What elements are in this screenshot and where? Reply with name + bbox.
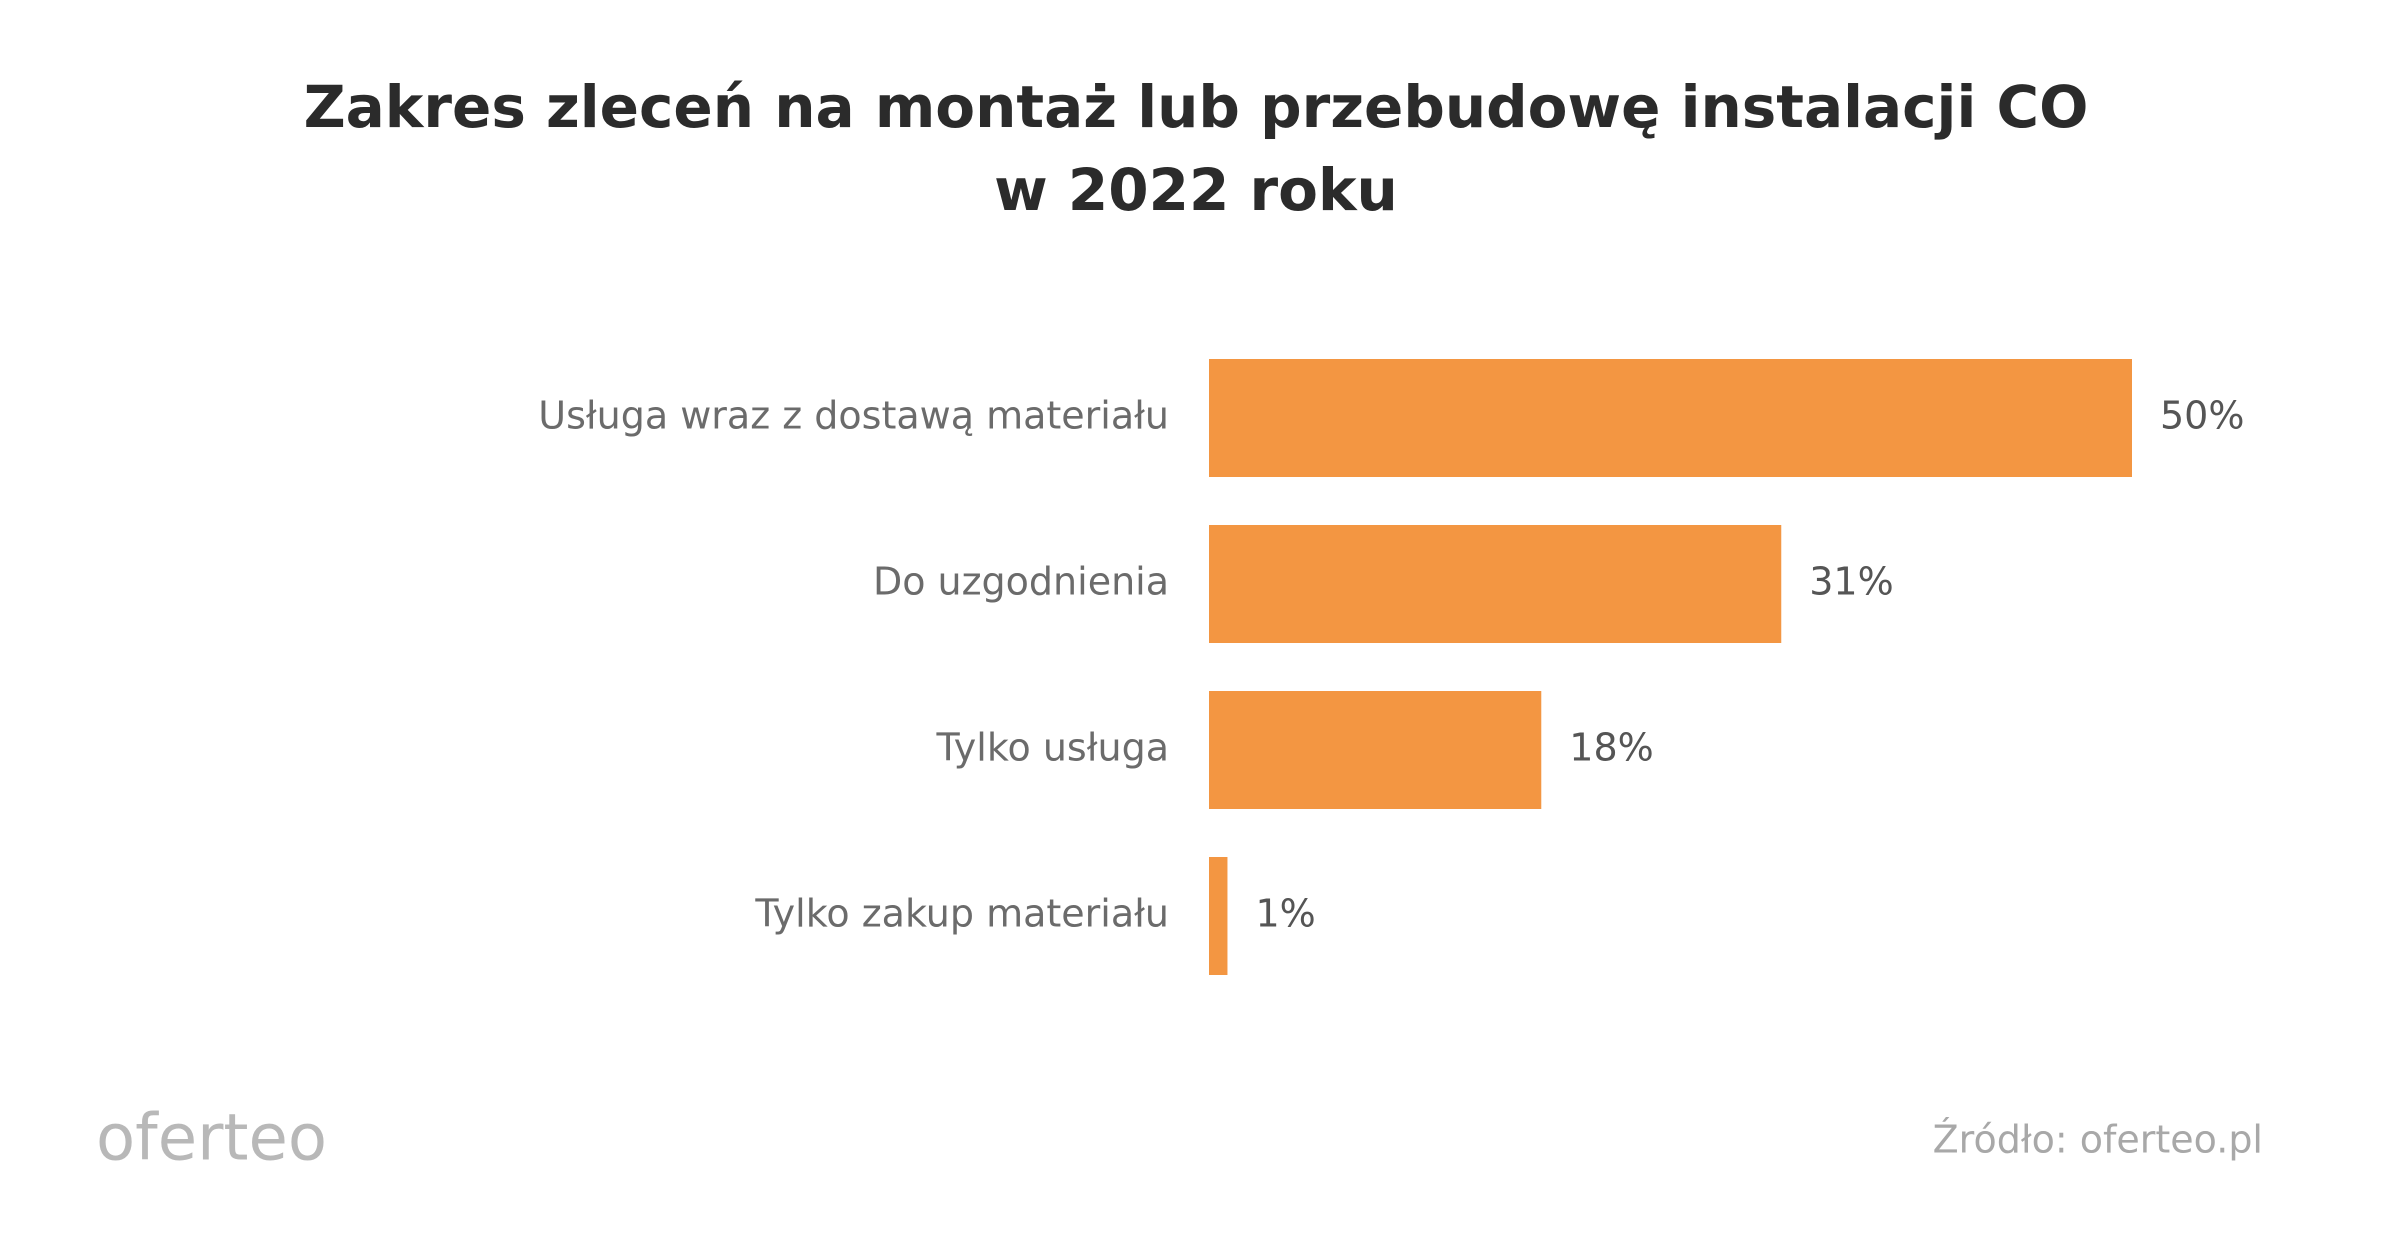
chart-title: w 2022 roku [994, 156, 1398, 224]
value-label: 1% [1255, 892, 1315, 936]
category-label: Usługa wraz z dostawą materiału [538, 394, 1169, 438]
bar [1209, 691, 1542, 809]
category-label: Tylko zakup materiału [754, 892, 1169, 936]
value-label: 18% [1569, 726, 1653, 770]
logo: oferteo [96, 1102, 327, 1176]
source: Źródło: oferteo.pl [1933, 1118, 2263, 1162]
category-label: Do uzgodnienia [873, 560, 1169, 604]
chart-title: Zakres zleceń na montaż lub przebudowę i… [304, 73, 2089, 141]
bar [1209, 525, 1782, 643]
value-label: 50% [2160, 394, 2244, 438]
bar [1209, 857, 1228, 975]
category-label: Tylko usługa [936, 726, 1170, 770]
bar [1209, 359, 2132, 477]
value-label: 31% [1809, 560, 1893, 604]
